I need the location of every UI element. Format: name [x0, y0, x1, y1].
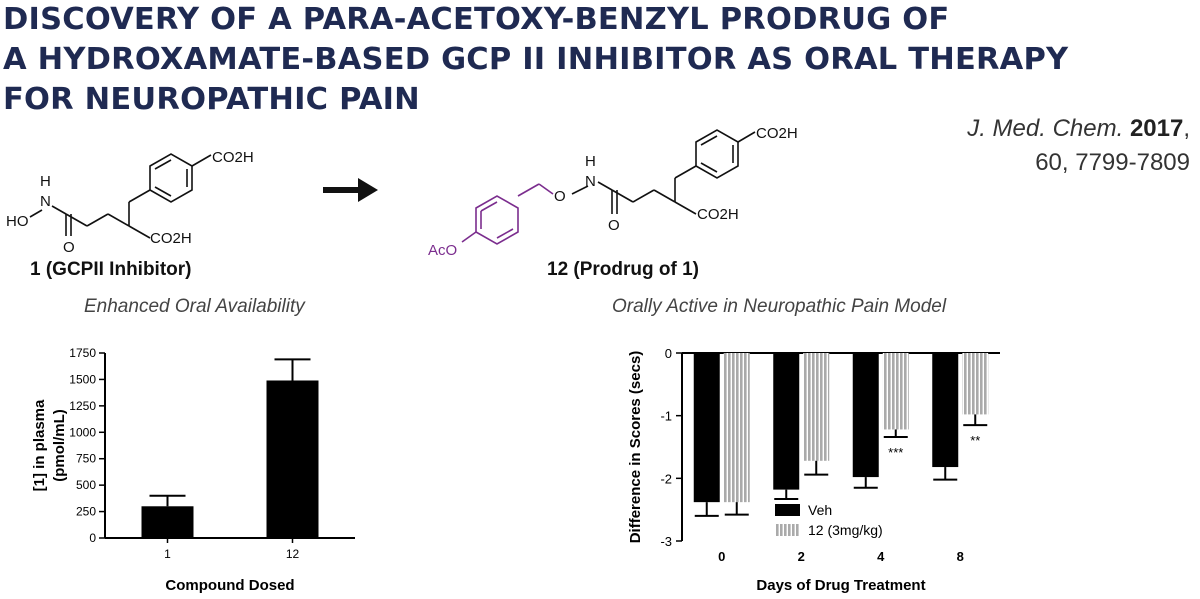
- right-arrow-icon: [323, 178, 378, 202]
- compound-1-label: 1 (GCPII Inhibitor): [30, 259, 192, 280]
- y-axis-label: (pmol/mL): [51, 409, 68, 482]
- bar: [882, 353, 909, 430]
- n-label: N: [40, 193, 51, 210]
- bar: [723, 353, 750, 503]
- y-tick-label: 250: [76, 505, 96, 519]
- x-tick-label: 12: [286, 547, 300, 561]
- o-label: O: [63, 239, 75, 256]
- x-tick-label: 4: [877, 549, 885, 564]
- bar: [803, 353, 830, 461]
- ho-label: HO: [6, 213, 29, 230]
- y-tick-label: 1250: [69, 399, 96, 413]
- y-tick-label: 1750: [69, 346, 96, 360]
- compound-12-structure: [571, 129, 756, 215]
- legend-swatch: [775, 524, 800, 536]
- legend-label: Veh: [808, 502, 832, 518]
- h-label: H: [585, 153, 596, 170]
- o-label: O: [608, 217, 620, 234]
- x-tick-label: 0: [718, 549, 725, 564]
- volume-pages: 60, 7799-7809: [1035, 149, 1190, 176]
- y-tick-label: 1000: [69, 425, 96, 439]
- y-tick-label: 1500: [69, 372, 96, 386]
- compound-12-groups: CO2H H N O O AcO CO2H: [428, 125, 798, 259]
- significance-marker: **: [970, 433, 980, 448]
- y-axis-label: [1] in plasma: [31, 399, 48, 491]
- legend-swatch: [775, 504, 800, 516]
- title-line-1: DISCOVERY OF A PARA-ACETOXY-BENZYL PRODR…: [3, 2, 950, 37]
- y-tick-label: -3: [660, 534, 672, 549]
- bar: [852, 353, 879, 478]
- x-tick-label: 1: [164, 547, 171, 561]
- x-axis-label: Days of Drug Treatment: [756, 577, 925, 594]
- citation-year: 2017: [1129, 115, 1184, 142]
- co2h-label: CO2H: [756, 125, 798, 142]
- chart-1-title: Enhanced Oral Availability: [84, 296, 305, 317]
- x-tick-label: 2: [798, 549, 805, 564]
- compound-1-groups: CO2H HO H N O CO2H: [6, 149, 254, 256]
- bar: [141, 506, 194, 538]
- h-label: H: [40, 173, 51, 190]
- bar: [266, 380, 319, 538]
- legend-label: 12 (3mg/kg): [808, 522, 883, 538]
- co2h-label: CO2H: [212, 149, 254, 166]
- chart-2-title: Orally Active in Neuropathic Pain Model: [612, 296, 947, 317]
- citation: J. Med. Chem. 2017, 60, 7799-7809: [967, 112, 1190, 180]
- compound-12-label: 12 (Prodrug of 1): [547, 259, 699, 280]
- y-axis-label: Difference in Scores (secs): [627, 351, 644, 544]
- bar: [962, 353, 989, 415]
- significance-marker: ***: [888, 445, 903, 460]
- aco-label: AcO: [428, 242, 457, 259]
- y-tick-label: -1: [660, 409, 672, 424]
- acetoxybenzyl-group: [461, 183, 554, 245]
- page-title: DISCOVERY OF A PARA-ACETOXY-BENZYL PRODR…: [3, 0, 1068, 120]
- compound-1-structure: [29, 153, 212, 239]
- bar: [773, 353, 800, 490]
- y-tick-label: 0: [665, 346, 672, 361]
- y-tick-label: 500: [76, 478, 96, 492]
- o-label: O: [554, 188, 566, 205]
- bar: [693, 353, 720, 503]
- co2h-label: CO2H: [150, 230, 192, 247]
- title-line-3: FOR NEUROPATHIC PAIN: [3, 82, 420, 117]
- bar: [932, 353, 959, 468]
- x-tick-label: 8: [957, 549, 964, 564]
- y-tick-label: -2: [660, 471, 672, 486]
- title-line-2: A HYDROXAMATE-BASED GCP II INHIBITOR AS …: [3, 42, 1069, 77]
- y-tick-label: 750: [76, 452, 96, 466]
- y-tick-label: 0: [89, 531, 96, 545]
- journal-name: J. Med. Chem.: [967, 115, 1124, 142]
- co2h-label: CO2H: [697, 206, 739, 223]
- x-axis-label: Compound Dosed: [165, 577, 294, 594]
- n-label: N: [585, 173, 596, 190]
